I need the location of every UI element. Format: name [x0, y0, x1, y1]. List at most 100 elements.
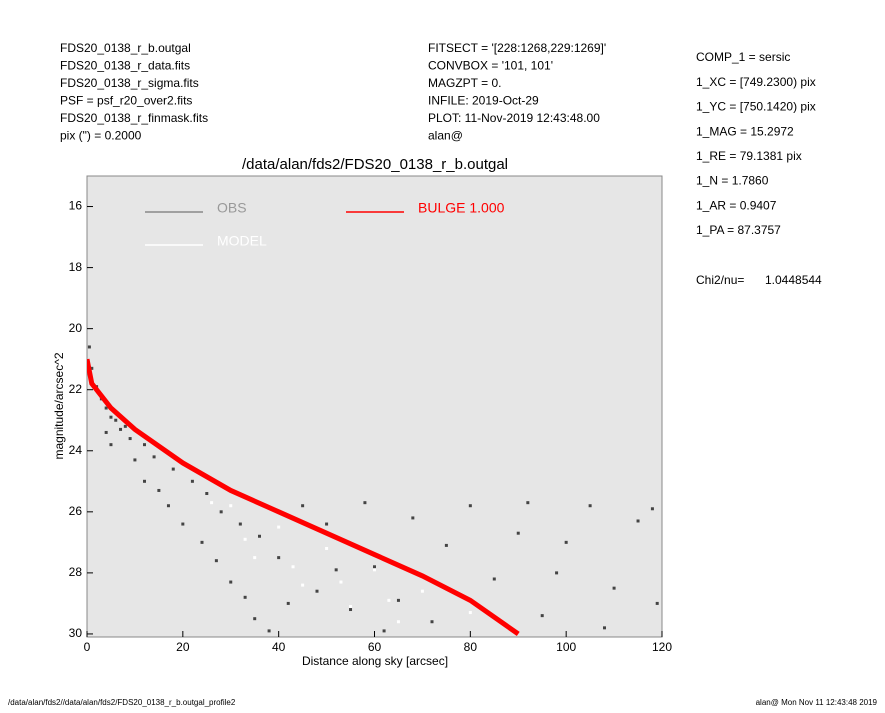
data-point [540, 614, 544, 618]
data-point [238, 522, 242, 526]
data-point [387, 598, 391, 602]
data-point [277, 525, 281, 529]
data-point [325, 546, 329, 550]
data-point [334, 568, 338, 572]
x-tick-label: 80 [464, 640, 478, 654]
data-point [104, 430, 108, 434]
data-point [650, 507, 654, 511]
data-point [133, 458, 137, 462]
data-point [603, 626, 606, 630]
data-point [229, 504, 233, 508]
data-point [253, 617, 257, 621]
legend-label: BULGE 1.000 [418, 200, 505, 216]
data-point [516, 531, 520, 535]
data-point [253, 556, 257, 560]
header-line: alan@ [428, 129, 463, 143]
data-point [243, 537, 247, 541]
data-point [143, 479, 146, 483]
data-point [286, 601, 290, 605]
fit-param: COMP_1 = sersic [696, 50, 790, 64]
data-point [128, 437, 132, 441]
y-tick-label: 30 [69, 626, 83, 640]
data-point [152, 455, 156, 459]
data-point [396, 620, 400, 624]
chart-title: /data/alan/fds2/FDS20_0138_r_b.outgal [242, 156, 508, 173]
data-point [555, 571, 559, 575]
y-axis-label: magnitude/arcsec^2 [52, 352, 66, 459]
fit-param: 1_YC = [750.1420) pix [696, 100, 816, 114]
data-point [109, 443, 113, 447]
header-line: pix (") = 0.2000 [60, 129, 142, 143]
footer-stamp: alan@ Mon Nov 11 12:43:48 2019 [756, 698, 878, 707]
header-line: PLOT: 11-Nov-2019 12:43:48.00 [428, 111, 600, 125]
fit-param: 1_PA = 87.3757 [696, 223, 781, 237]
data-point [444, 543, 448, 547]
model-curve [87, 358, 520, 636]
x-tick-label: 20 [176, 640, 190, 654]
y-tick-label: 28 [69, 565, 83, 579]
data-point [430, 620, 434, 624]
data-point [468, 611, 472, 615]
data-point [363, 501, 367, 505]
data-point [87, 345, 91, 349]
data-point [90, 366, 94, 370]
header-line: MAGZPT = 0. [428, 76, 501, 90]
data-point [214, 559, 218, 563]
data-point [373, 568, 376, 572]
data-point [267, 629, 271, 633]
y-tick-label: 26 [69, 504, 83, 518]
header-line: FITSECT = '[228:1268,229:1269]' [428, 41, 606, 55]
data-point [636, 519, 640, 523]
y-tick-label: 20 [69, 321, 83, 335]
data-point [301, 504, 305, 508]
data-point [166, 504, 170, 508]
data-point [349, 604, 353, 608]
data-point [468, 504, 472, 508]
header-line: PSF = psf_r20_over2.fits [60, 94, 192, 108]
data-point [382, 629, 386, 633]
data-point [210, 501, 214, 505]
header-line: FDS20_0138_r_b.outgal [60, 41, 191, 55]
header-line: CONVBOX = '101, 101' [428, 59, 553, 73]
data-point [564, 540, 568, 544]
x-tick-label: 120 [652, 640, 672, 654]
y-tick-label: 16 [69, 199, 83, 213]
y-tick-label: 22 [69, 382, 83, 396]
data-point [171, 467, 175, 471]
data-point [301, 583, 305, 587]
data-point [109, 415, 113, 419]
data-point [219, 510, 223, 514]
data-point [243, 595, 247, 599]
chi2-value: 1.0448544 [765, 273, 822, 287]
y-tick-label: 18 [69, 260, 83, 274]
data-point [114, 418, 118, 422]
data-point [655, 601, 659, 605]
x-tick-label: 40 [272, 640, 286, 654]
header-line: INFILE: 2019-Oct-29 [428, 94, 539, 108]
data-point [612, 586, 616, 590]
data-point [143, 443, 146, 447]
data-point [181, 522, 185, 526]
data-point [396, 598, 400, 602]
header-line: FDS20_0138_r_finmask.fits [60, 111, 208, 125]
chi2-label: Chi2/nu= [696, 273, 744, 287]
data-point [190, 479, 194, 483]
header-line: FDS20_0138_r_sigma.fits [60, 76, 199, 90]
x-tick-label: 100 [556, 640, 576, 654]
header-line: FDS20_0138_r_data.fits [60, 59, 190, 73]
data-point [349, 608, 353, 612]
x-tick-label: 60 [368, 640, 382, 654]
x-tick-label: 0 [84, 640, 91, 654]
plot-area [86, 175, 663, 638]
fit-param: 1_N = 1.7860 [696, 174, 769, 188]
data-point [205, 492, 209, 496]
data-point [492, 577, 496, 581]
data-point [291, 565, 295, 569]
data-point [420, 589, 424, 593]
data-point [411, 516, 415, 520]
data-point [339, 580, 343, 584]
data-point [104, 406, 108, 410]
data-point [200, 540, 204, 544]
data-point [123, 424, 127, 428]
